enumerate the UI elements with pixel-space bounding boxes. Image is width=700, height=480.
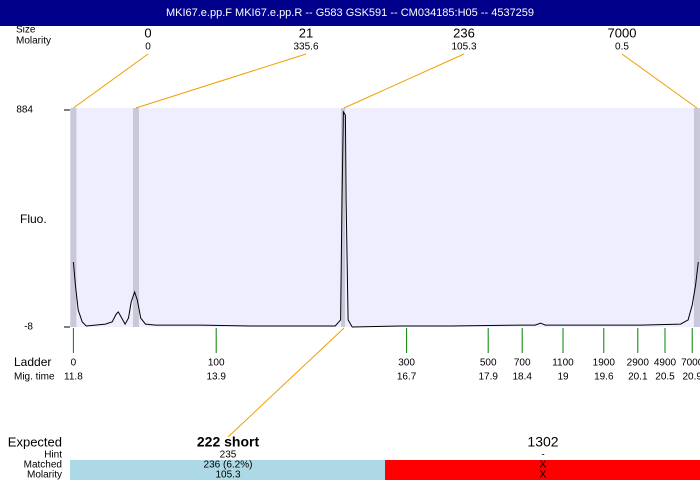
- ladder-size: 7000: [681, 358, 700, 369]
- marker-connector: [135, 53, 307, 109]
- cell-matched: 236 (6.2%): [204, 460, 253, 471]
- cell-matched: X: [540, 460, 547, 471]
- peak-size: 0: [144, 25, 151, 40]
- marker-band: [70, 108, 77, 327]
- x-tick-label: 11.8: [64, 372, 83, 383]
- peak-molarity: 105.3: [451, 42, 476, 53]
- marker-connector: [343, 53, 465, 109]
- ladder-size: 1100: [552, 358, 574, 369]
- x-tick-label: 20.9: [682, 372, 700, 383]
- marker-band: [132, 108, 139, 327]
- cell-molarity: X: [540, 470, 547, 480]
- marker-band: [693, 108, 700, 327]
- ladder-size: 500: [480, 358, 497, 369]
- title: MKI67.e.pp.F MKI67.e.pp.R -- G583 GSK591…: [166, 7, 534, 19]
- row-label: Molarity: [27, 470, 62, 480]
- x-tick-label: 20.5: [655, 372, 675, 383]
- x-tick-label: 17.9: [478, 372, 498, 383]
- trace: [72, 110, 699, 328]
- x-axis-label: Mig. time: [14, 372, 55, 383]
- cell-hint: -: [541, 450, 544, 461]
- marker-band: [341, 108, 346, 327]
- ladder-size: 700: [514, 358, 531, 369]
- x-tick-label: 20.1: [628, 372, 648, 383]
- ladder-size: 4900: [654, 358, 677, 369]
- molarity-label: Molarity: [16, 36, 51, 47]
- peak-molarity: 0.5: [615, 42, 629, 53]
- ladder-size: 300: [398, 358, 415, 369]
- peak-size: 7000: [608, 25, 637, 40]
- row-label: Matched: [24, 460, 62, 471]
- peak-size: 236: [453, 25, 475, 40]
- x-tick-label: 18.4: [512, 372, 532, 383]
- row-label: Hint: [44, 450, 62, 461]
- y-tick-label: 884: [16, 105, 33, 116]
- marker-connector: [73, 53, 149, 109]
- peak-molarity: 335.6: [293, 42, 318, 53]
- y-tick-label: -8: [24, 322, 33, 333]
- plot-area: [70, 108, 700, 327]
- cell-expected: 222 short: [197, 434, 260, 450]
- ladder-size: 2900: [627, 358, 650, 369]
- x-tick-label: 13.9: [206, 372, 226, 383]
- match-bar: [385, 460, 700, 480]
- ladder-size: 0: [71, 358, 77, 369]
- size-label: Size: [16, 25, 36, 36]
- match-bar: [70, 460, 385, 480]
- x-tick-label: 16.7: [397, 372, 417, 383]
- x-tick-label: 19: [557, 372, 569, 383]
- x-tick-label: 19.6: [594, 372, 614, 383]
- marker-connector: [621, 53, 698, 109]
- peak-size: 21: [299, 25, 313, 40]
- cell-molarity: 105.3: [215, 470, 240, 480]
- row-label: Expected: [8, 434, 62, 449]
- ladder-size: 1900: [593, 358, 616, 369]
- title-bar: [0, 0, 700, 26]
- cell-hint: 235: [220, 450, 237, 461]
- ladder-label: Ladder: [14, 355, 51, 369]
- ladder-size: 100: [208, 358, 225, 369]
- cell-expected: 1302: [527, 434, 558, 450]
- y-axis-label: Fluo.: [20, 212, 47, 226]
- match-connector: [227, 327, 345, 438]
- peak-molarity: 0: [145, 42, 151, 53]
